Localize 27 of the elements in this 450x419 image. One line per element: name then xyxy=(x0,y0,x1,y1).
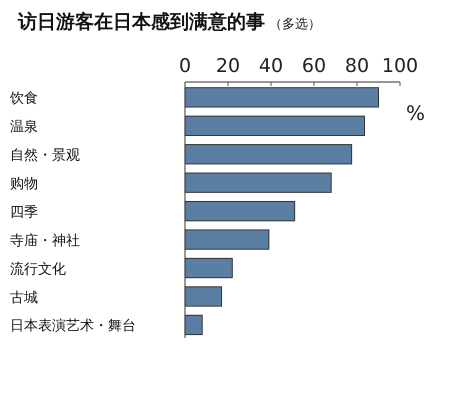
x-tick-label: 80 xyxy=(344,55,370,77)
bar xyxy=(184,87,379,108)
x-tick-label: 100 xyxy=(382,55,418,77)
bar xyxy=(184,172,332,193)
chart-title: 访日游客在日本感到满意的事 xyxy=(17,11,265,33)
y-tick-label: 古城 xyxy=(10,290,38,306)
y-tick-label: 自然・景观 xyxy=(10,148,80,164)
chart-subtitle: （多选） xyxy=(269,17,321,32)
bar xyxy=(184,144,352,164)
x-axis-title: % xyxy=(406,101,426,125)
x-tick-label: 60 xyxy=(302,55,326,77)
y-tick-label: 饮食 xyxy=(9,90,38,107)
y-tick-label: 温泉 xyxy=(10,119,38,136)
bar xyxy=(184,258,233,278)
y-tick-label: 四季 xyxy=(10,204,38,220)
y-tick-label: 寺庙・神社 xyxy=(10,232,80,249)
x-tick-label: 20 xyxy=(216,55,240,77)
y-tick-label: 流行文化 xyxy=(10,261,66,278)
bar xyxy=(184,229,270,250)
x-tick-label: 0 xyxy=(178,55,192,77)
bar xyxy=(184,200,296,222)
x-tick-label: 40 xyxy=(258,55,284,77)
bar xyxy=(184,314,203,336)
y-tick-label: 购物 xyxy=(10,176,38,192)
bar xyxy=(184,116,366,136)
y-tick-label: 日本表演艺术・舞台 xyxy=(10,318,136,334)
bar xyxy=(184,286,222,307)
